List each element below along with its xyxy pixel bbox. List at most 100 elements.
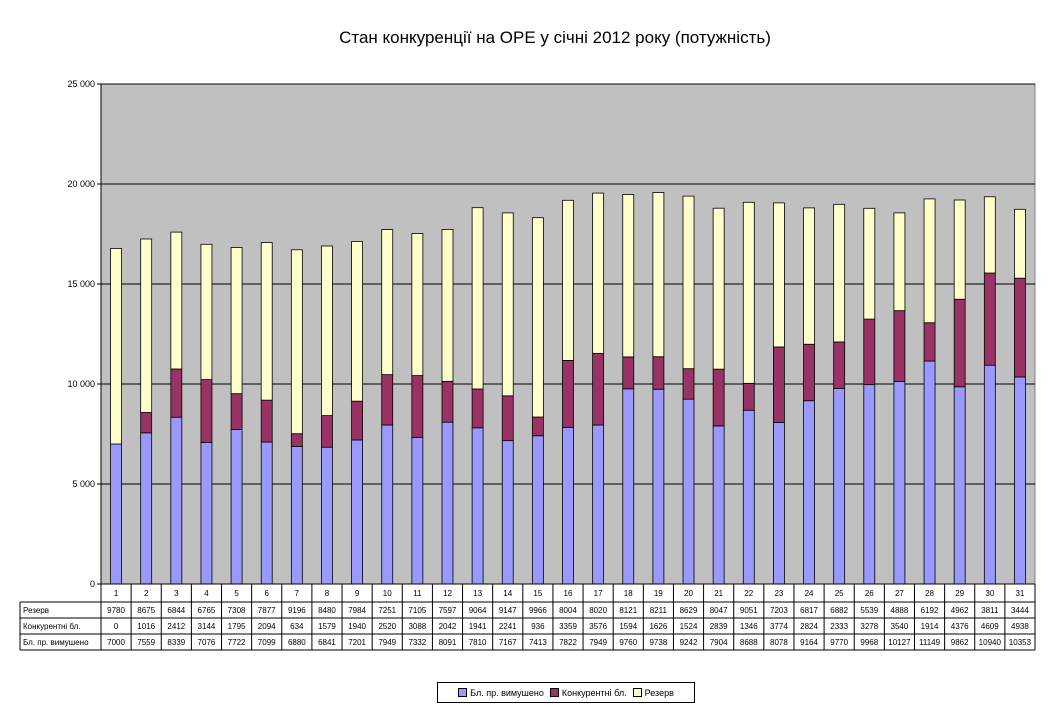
x-tick-label: 17 [594,589,603,598]
data-label: 2241 [499,622,517,631]
data-label: 1914 [921,622,939,631]
bar-segment-s2-31 [1014,208,1026,279]
bar-segment-s1-16 [562,359,574,428]
bar-segment-s2-29 [953,199,966,300]
data-label: 0 [114,622,119,631]
data-label: 8047 [710,606,728,615]
data-label: 6192 [921,606,939,615]
bar-segment-s2-6 [260,242,273,401]
bar-segment-s2-25 [833,203,846,343]
bar-segment-s1-13 [471,388,484,429]
y-tick-label: 25 000 [67,79,95,89]
bar-segment-s1-5 [230,393,243,430]
bar-segment-s0-30 [983,364,996,585]
bar-segment-s0-13 [471,427,484,585]
legend-swatch-competitive [549,688,559,697]
data-label: 7167 [499,638,517,647]
data-label: 7308 [228,606,246,615]
y-tick-label: 0 [90,579,95,589]
bar-segment-s2-22 [742,201,755,384]
data-label: 4888 [891,606,909,615]
bar-segment-s2-8 [321,245,333,417]
bar-segment-s0-4 [200,442,213,585]
bar-segment-s1-28 [923,322,936,362]
data-label: 3774 [770,622,788,631]
bar-segment-s2-4 [200,243,213,381]
bar-segment-s2-5 [230,247,243,395]
bar-segment-s1-25 [833,341,846,390]
data-label: 8339 [167,638,185,647]
bar-segment-s0-3 [170,416,183,585]
bar-segment-s0-11 [411,436,424,585]
bar-segment-s1-15 [531,416,544,437]
data-label: 9051 [740,606,758,615]
bar-segment-s0-2 [140,432,153,585]
data-label: 7201 [348,638,366,647]
data-label: 9862 [951,638,969,647]
x-tick-label: 13 [473,589,482,598]
bar-segment-s0-21 [712,425,725,585]
data-label: 8020 [589,606,607,615]
x-tick-label: 31 [1015,589,1024,598]
bar-segment-s1-24 [803,343,815,402]
x-tick-label: 1 [114,589,119,598]
bar-segment-s2-7 [290,249,303,435]
x-tick-label: 19 [654,589,663,598]
bar-segment-s0-20 [682,398,695,585]
bar-segment-s0-12 [441,421,454,585]
x-tick-label: 24 [805,589,814,598]
bar-segment-s2-20 [682,195,695,370]
bar-segment-s1-4 [200,379,213,443]
data-label: 1795 [228,622,246,631]
data-label: 8629 [680,606,698,615]
bar-segment-s2-18 [622,194,635,358]
bar-segment-s0-19 [652,388,665,585]
bar-segment-s1-12 [441,380,454,423]
bar-segment-s0-24 [803,400,815,585]
data-label: 9164 [800,638,818,647]
bar-segment-s1-18 [622,356,635,390]
data-label: 7251 [378,606,396,615]
data-label: 3811 [981,606,999,615]
y-tick-label: 15 000 [67,279,95,289]
data-label: 10353 [1009,638,1032,647]
data-label: 6880 [288,638,306,647]
bar-segment-s0-28 [923,360,936,585]
data-label: 4962 [951,606,969,615]
data-label: 6882 [830,606,848,615]
legend-label-forced: Бл. пр. вимушено [470,687,544,698]
bar-segment-s2-17 [592,192,605,354]
x-tick-label: 18 [624,589,633,598]
data-label: 8480 [318,606,336,615]
x-tick-label: 27 [895,589,904,598]
data-label: 9242 [680,638,698,647]
x-tick-label: 25 [835,589,844,598]
data-label: 3278 [860,622,878,631]
bar-segment-s1-19 [652,356,665,390]
data-label: 3444 [1011,606,1029,615]
bar-segment-s1-30 [983,272,996,366]
bar-segment-s2-21 [712,207,725,370]
bar-segment-s2-27 [893,212,906,312]
bar-segment-s1-10 [381,374,394,426]
bar-segment-s0-7 [290,445,303,585]
data-label: 7984 [348,606,366,615]
x-tick-label: 28 [925,589,934,598]
x-tick-label: 21 [714,589,723,598]
data-label: 7559 [137,638,155,647]
y-tick-label: 20 000 [67,179,95,189]
bar-segment-s2-23 [773,202,785,348]
legend-label-reserve: Резерв [644,687,674,698]
bar-segment-s0-8 [321,446,333,585]
data-label: 11149 [919,638,941,647]
legend-swatch-reserve [632,688,642,697]
bar-segment-s2-14 [501,212,514,397]
bar-segment-s2-3 [170,231,183,370]
bar-segment-s0-23 [773,422,785,585]
data-label: 6844 [167,606,185,615]
x-tick-label: 5 [234,589,239,598]
bar-segment-s0-18 [622,388,635,585]
bar-segment-s2-10 [381,229,394,376]
bar-segment-s2-15 [531,217,544,418]
chart-title: Стан конкуренції на ОРЕ у січні 2012 рок… [339,28,771,47]
